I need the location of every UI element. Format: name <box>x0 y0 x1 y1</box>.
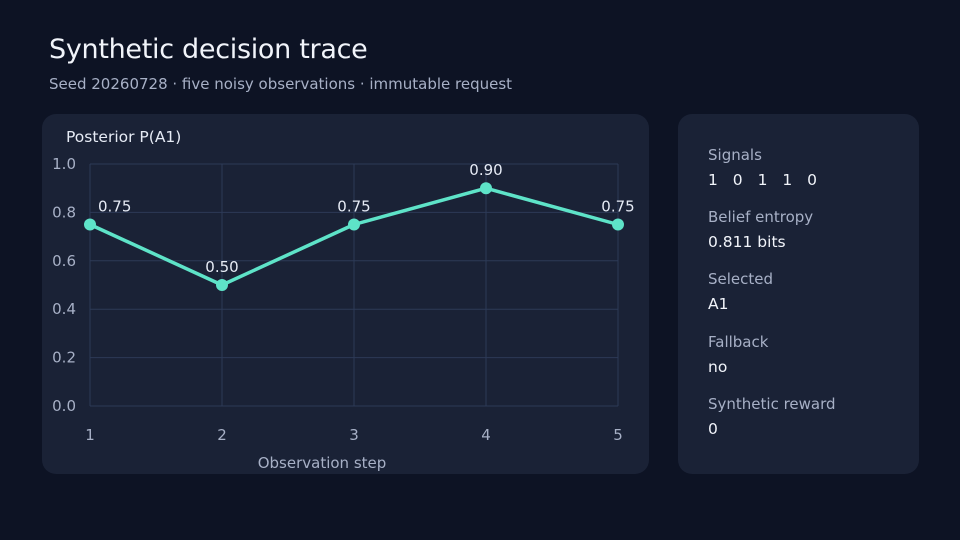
data-label: 0.50 <box>205 258 238 276</box>
y-tick-label: 1.0 <box>52 155 76 173</box>
stat-signals: Signals 1 0 1 1 0 <box>708 146 822 189</box>
data-point <box>480 182 492 195</box>
data-label: 0.75 <box>98 198 131 216</box>
stats-panel: Signals 1 0 1 1 0 Belief entropy 0.811 b… <box>678 114 919 474</box>
y-tick-label: 0.8 <box>52 203 76 221</box>
page-subtitle: Seed 20260728 · five noisy observations … <box>49 75 513 93</box>
stat-selected: Selected A1 <box>708 270 773 313</box>
stat-belief-entropy: Belief entropy 0.811 bits <box>708 208 813 251</box>
data-label: 0.90 <box>469 161 502 179</box>
stat-label: Synthetic reward <box>708 395 836 413</box>
x-tick-label: 2 <box>217 426 227 444</box>
stat-label: Signals <box>708 146 762 164</box>
stat-label: Belief entropy <box>708 208 814 226</box>
x-axis-label: Observation step <box>258 454 387 472</box>
data-label: 0.75 <box>337 198 370 216</box>
data-point <box>348 218 360 231</box>
data-point <box>216 279 228 291</box>
page-title: Synthetic decision trace <box>49 34 368 65</box>
y-tick-label: 0.6 <box>52 252 76 270</box>
y-tick-label: 0.2 <box>52 349 76 367</box>
stat-value: no <box>708 358 728 376</box>
stat-synthetic-reward: Synthetic reward 0 <box>708 395 836 438</box>
stat-label: Selected <box>708 270 774 288</box>
posterior-line-chart: Posterior P(A1) 0.0 0.2 0.4 0.6 0.8 1.0 1 2 3 4 5… <box>52 128 635 472</box>
chart-panel: Posterior P(A1) 0.0 0.2 0.4 0.6 0.8 1.0 1 2 3 4 5… <box>42 114 649 474</box>
stat-value: A1 <box>708 295 729 313</box>
stat-value: 0 <box>708 420 718 438</box>
data-label: 0.75 <box>601 198 634 216</box>
stat-value: 0.811 bits <box>708 233 786 251</box>
stat-value: 1 0 1 1 0 <box>708 171 823 189</box>
data-point <box>612 218 624 231</box>
stat-fallback: Fallback no <box>708 333 768 376</box>
x-tick-label: 4 <box>481 426 491 444</box>
x-tick-label: 5 <box>613 426 623 444</box>
y-tick-label: 0.0 <box>52 397 76 415</box>
stat-label: Fallback <box>708 333 769 351</box>
x-tick-label: 1 <box>85 426 95 444</box>
chart-title: Posterior P(A1) <box>66 128 181 146</box>
data-point <box>84 218 96 231</box>
x-tick-label: 3 <box>349 426 359 444</box>
y-tick-label: 0.4 <box>52 300 76 318</box>
